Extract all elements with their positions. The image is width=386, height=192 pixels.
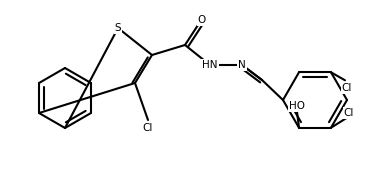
Text: Cl: Cl xyxy=(143,123,153,133)
Text: Cl: Cl xyxy=(344,108,354,118)
Text: HN: HN xyxy=(202,60,218,70)
Text: O: O xyxy=(198,15,206,25)
Text: S: S xyxy=(115,23,121,33)
Text: HO: HO xyxy=(289,101,305,111)
Text: Cl: Cl xyxy=(342,83,352,93)
Text: N: N xyxy=(238,60,246,70)
